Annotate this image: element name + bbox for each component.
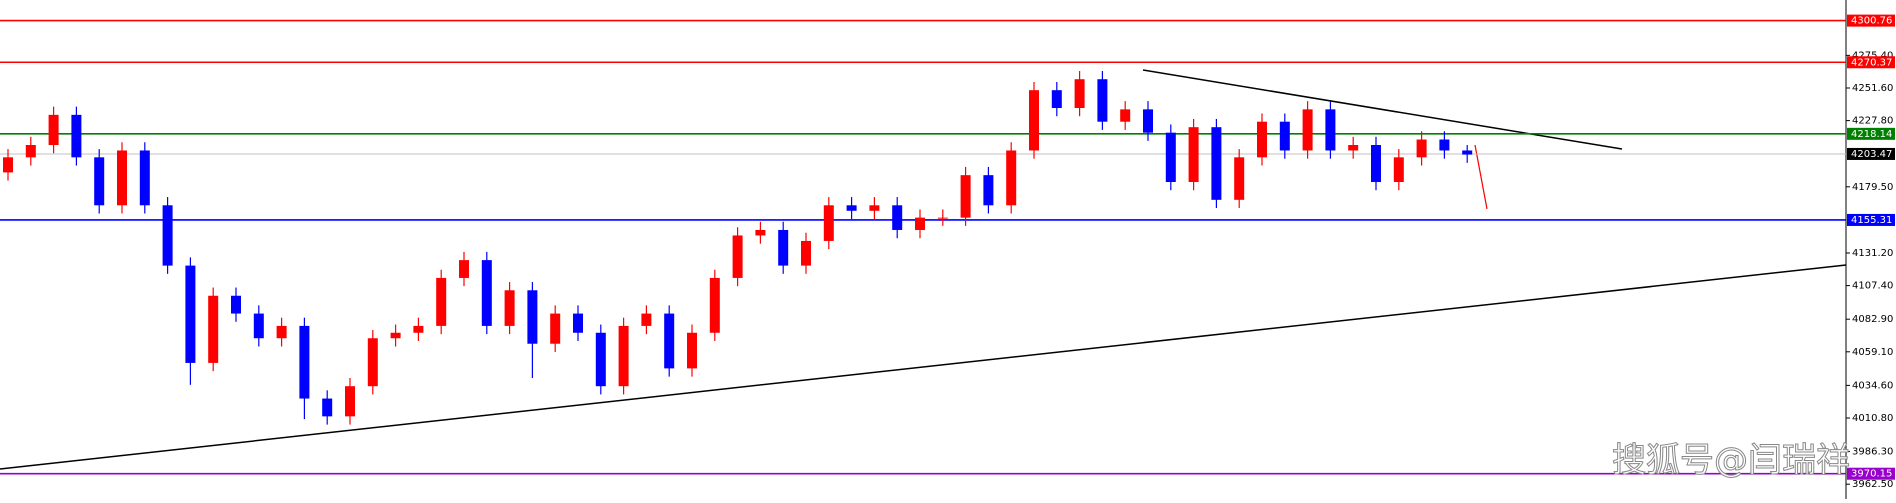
candle-body xyxy=(390,332,401,339)
y-tick-label: 4251.60 xyxy=(1852,83,1893,94)
support-trendline xyxy=(0,264,1847,470)
candle-body xyxy=(1006,150,1017,206)
candle-body xyxy=(1302,109,1313,151)
candle-body xyxy=(709,277,720,333)
candle-body xyxy=(983,175,994,206)
candle-body xyxy=(1143,109,1153,133)
candle-body xyxy=(253,313,264,339)
candle-body xyxy=(618,325,629,387)
candle-body xyxy=(162,205,173,266)
candle-body xyxy=(801,240,811,266)
candle-body xyxy=(1074,79,1085,108)
candle-body xyxy=(1462,150,1473,155)
candle-body xyxy=(345,386,355,417)
candle-body xyxy=(504,290,515,326)
candle-body xyxy=(1211,127,1222,200)
level-label-bg xyxy=(1847,213,1895,226)
candle-body xyxy=(71,114,82,158)
candle-body xyxy=(915,217,925,230)
candle-body xyxy=(1348,144,1359,151)
level-label-bg xyxy=(1847,56,1895,69)
candle-body xyxy=(299,325,310,399)
candle-body xyxy=(1393,157,1404,183)
candle-body xyxy=(1165,132,1176,183)
candle-body xyxy=(1097,79,1108,122)
candle-body xyxy=(550,313,561,344)
y-tick-label: 4059.10 xyxy=(1852,347,1893,358)
candle-body xyxy=(413,325,424,333)
candle-body xyxy=(732,235,743,278)
candle-body xyxy=(595,332,606,387)
candle-body xyxy=(1371,144,1381,183)
candle-body xyxy=(185,265,196,363)
candle-body xyxy=(1257,121,1267,158)
level-label: 3970.15 xyxy=(1851,469,1892,480)
candle-body xyxy=(687,332,697,369)
candle-body xyxy=(231,295,241,314)
y-tick-label: 4107.40 xyxy=(1852,281,1893,292)
level-label: 4270.37 xyxy=(1851,57,1892,68)
candle-body xyxy=(1120,109,1131,122)
candle-body xyxy=(367,338,378,387)
candle-body xyxy=(48,114,59,145)
candle-body xyxy=(481,260,492,326)
level-label: 4203.47 xyxy=(1851,149,1892,160)
y-tick-label: 4275.40 xyxy=(1852,50,1893,61)
candle-body xyxy=(937,217,948,219)
candle-body xyxy=(1416,139,1427,158)
candle-body xyxy=(322,398,333,417)
resistance-trendline xyxy=(1142,69,1623,150)
y-tick-label: 4131.20 xyxy=(1852,248,1893,259)
level-label: 4300.76 xyxy=(1851,16,1892,27)
candle-body xyxy=(1439,139,1450,151)
level-label: 4218.14 xyxy=(1851,129,1892,140)
candle-body xyxy=(208,295,219,363)
level-label: 4155.31 xyxy=(1851,215,1892,226)
candle-body xyxy=(436,277,447,326)
candle-body xyxy=(778,229,789,266)
candle-body xyxy=(94,157,105,206)
candle-body xyxy=(892,205,903,230)
candle-body xyxy=(1234,157,1245,200)
candle-body xyxy=(1325,109,1336,151)
candle-body xyxy=(755,229,766,236)
y-tick-label: 4034.60 xyxy=(1852,380,1893,391)
candle-body xyxy=(527,290,538,344)
y-tick-label: 4227.80 xyxy=(1852,116,1893,127)
y-tick-label: 4179.50 xyxy=(1852,182,1893,193)
candle-body xyxy=(3,157,13,173)
candle-body xyxy=(960,175,971,218)
candle-body xyxy=(117,150,127,206)
level-label-bg xyxy=(1847,147,1895,160)
y-tick-label: 3962.50 xyxy=(1852,479,1893,490)
candle-body xyxy=(869,205,880,211)
candle-body xyxy=(459,260,469,278)
y-tick-label: 3986.30 xyxy=(1852,447,1893,458)
candle-body xyxy=(1188,127,1199,183)
y-tick-label: 4010.80 xyxy=(1852,413,1893,424)
candle-body xyxy=(139,150,150,206)
candle-body xyxy=(276,325,287,339)
candle-body xyxy=(1029,90,1039,151)
candle-body xyxy=(846,205,857,211)
watermark: 搜狐号@闫瑞祥 xyxy=(1612,441,1850,481)
candle-body xyxy=(641,313,652,326)
candle-body xyxy=(1279,121,1290,151)
candle-body xyxy=(1051,90,1062,108)
y-tick-label: 4082.90 xyxy=(1852,314,1893,325)
level-label-bg xyxy=(1847,14,1895,27)
candle-body xyxy=(823,205,834,241)
candle-body xyxy=(664,313,675,369)
level-label-bg xyxy=(1847,467,1895,480)
level-label-bg xyxy=(1847,127,1895,140)
forecast-arrow xyxy=(1474,144,1488,210)
candle-body xyxy=(25,144,36,158)
candle-body xyxy=(573,313,583,333)
